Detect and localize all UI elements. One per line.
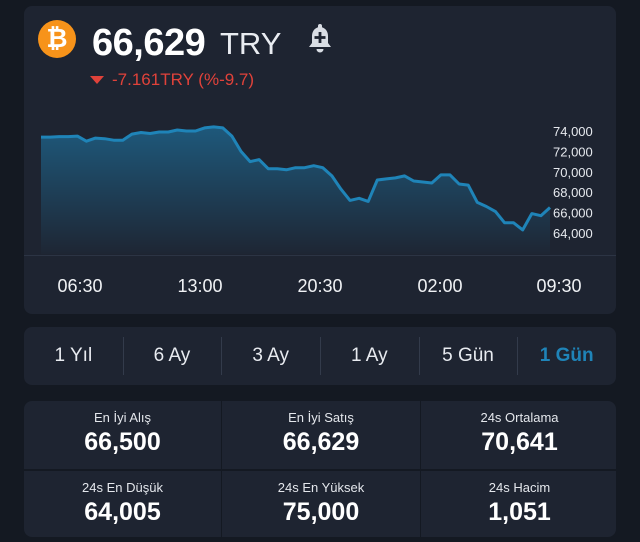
bitcoin-logo-icon: ₿ [38, 20, 76, 58]
x-tick-label: 02:00 [417, 276, 463, 296]
stat-divider [24, 469, 616, 471]
price-line [41, 125, 552, 232]
stats-grid: En İyi Alış 66,500 En İyi Satış 66,629 24s O… [24, 401, 616, 537]
stat-cell: 24s En Düşük 64,005 [24, 471, 221, 537]
range-divider [320, 337, 321, 375]
chart-divider [24, 255, 616, 256]
range-divider [122, 337, 124, 375]
stat-cell: En İyi Alış 66,500 [24, 401, 221, 469]
y-tick-label: 74,000 [553, 124, 593, 139]
y-tick-label: 64,000 [553, 226, 593, 241]
price-change-text: -7.161TRY (%-9.7) [112, 70, 255, 89]
range-divider [418, 337, 420, 375]
range-divider [221, 337, 223, 375]
stat-label: 24s Ortalama [480, 410, 559, 425]
y-tick-label: 70,000 [553, 165, 593, 180]
x-tick-label: 06:30 [57, 276, 103, 296]
time-range-selector: 1 Yıl 6 Ay 3 Ay 1 Ay 5 Gün 1 Gün [24, 327, 616, 385]
x-tick-label: 13:00 [177, 276, 223, 296]
current-price: 66,629 [92, 22, 206, 64]
y-tick-label: 66,000 [553, 206, 593, 221]
stat-cell: 24s Ortalama 70,641 [421, 401, 616, 469]
price-change: -7.161TRY (%-9.7) [90, 70, 254, 90]
range-tab-3-ay[interactable]: 3 Ay [252, 345, 289, 366]
price-chart-card: ₿ 66,629 TRY -7.161TRY (%-9.7) 74,000 72,… [24, 6, 616, 314]
stat-value: 66,500 [84, 428, 161, 456]
stat-cell: 24s En Yüksek 75,000 [223, 471, 420, 537]
x-tick-label: 09:30 [536, 276, 582, 296]
stat-value: 70,641 [481, 428, 558, 456]
y-tick-label: 68,000 [553, 185, 593, 200]
x-tick-label: 20:30 [297, 276, 343, 296]
range-tab-1-gün[interactable]: 1 Gün [539, 345, 594, 366]
price-area-fill [41, 126, 550, 254]
stat-label: 24s En Düşük [82, 480, 163, 495]
stat-label: 24s En Yüksek [277, 480, 365, 495]
price-chart[interactable]: 74,000 72,000 70,000 68,000 66,000 64,000 [24, 6, 616, 256]
stat-label: En İyi Alış [93, 410, 152, 425]
price-currency: TRY [220, 26, 282, 61]
bell-plus-icon[interactable] [307, 22, 333, 54]
y-tick-label: 72,000 [553, 144, 593, 159]
stat-value: 75,000 [282, 498, 360, 526]
stat-label: En İyi Satış [288, 410, 354, 425]
stat-label: 24s Hacim [488, 480, 551, 495]
stat-cell: 24s Hacim 1,051 [421, 471, 616, 537]
down-arrow-icon [90, 76, 104, 84]
range-divider [517, 337, 519, 375]
stat-value: 64,005 [84, 498, 161, 526]
stat-value: 66,629 [282, 428, 360, 456]
range-tab-1-yıl[interactable]: 1 Yıl [54, 345, 93, 366]
range-tab-1-ay[interactable]: 1 Ay [351, 345, 388, 366]
stat-cell: En İyi Satış 66,629 [223, 401, 420, 469]
stat-value: 1,051 [488, 498, 551, 526]
range-tab-5-gün[interactable]: 5 Gün [442, 345, 494, 366]
range-tab-6-ay[interactable]: 6 Ay [153, 345, 191, 366]
